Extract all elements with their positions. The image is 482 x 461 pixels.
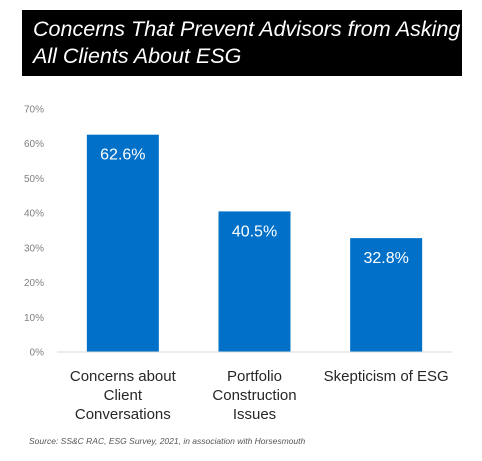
y-tick-label: 20% [24,278,44,289]
bar [86,134,159,352]
chart-title-line-1: Concerns That Prevent Advisors from Aski… [33,17,461,41]
y-tick-label: 30% [24,243,44,254]
chart-title: Concerns That Prevent Advisors from Aski… [22,10,462,76]
y-axis: 0% 10% 20% 30% 40% 50% 60% 70% [24,105,44,359]
y-tick-label: 0% [30,348,45,359]
y-tick-label: 10% [24,313,44,324]
bar-data-label: 32.8% [363,250,408,267]
y-tick-label: 70% [24,105,44,116]
x-category-label: Skepticism of ESG [324,368,449,385]
x-category-label: Portfolio Construction Issues [212,368,296,423]
y-tick-label: 50% [24,174,44,185]
bar-data-label: 40.5% [232,223,277,240]
bar [350,238,423,352]
x-axis: Concerns about Client Conversations Portfol… [57,351,452,423]
source-note: Source: SS&C RAC, ESG Survey, 2021, in a… [29,436,306,446]
bar-data-label: 62.6% [100,147,145,164]
bars: 62.6% 40.5% 32.8% [86,134,423,352]
x-category-label: Concerns about Client Conversations [70,368,177,423]
y-tick-label: 40% [24,209,44,220]
bar [218,211,291,352]
y-tick-label: 60% [24,139,44,150]
chart-title-line-2: All Clients About ESG [33,44,242,68]
